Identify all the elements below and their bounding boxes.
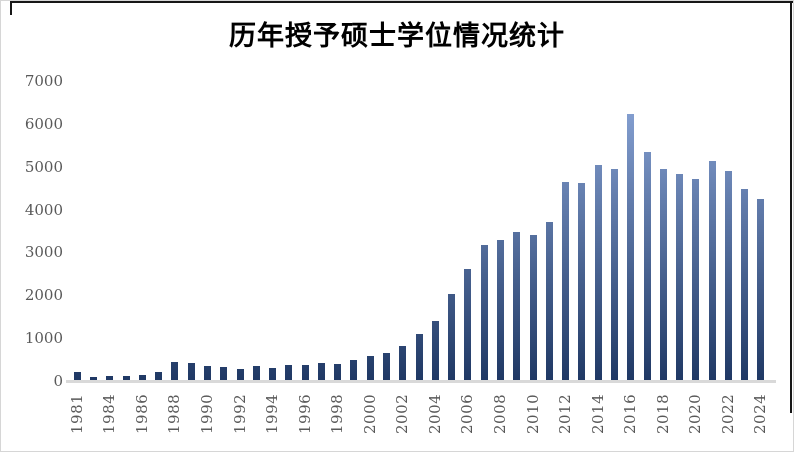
y-axis-tick-label: 0 — [53, 372, 63, 390]
bar-2012 — [562, 181, 570, 381]
x-axis-tick-label: 2020 — [686, 393, 705, 434]
bar-1992 — [236, 368, 244, 381]
bar-2006 — [464, 268, 472, 381]
bar-2005 — [448, 294, 456, 381]
bar-1985 — [122, 376, 130, 381]
bar-1995 — [285, 365, 293, 381]
chart-border-right — [790, 1, 792, 413]
bar-1991 — [220, 366, 228, 381]
x-axis-tick-label: 1984 — [100, 393, 119, 434]
bar-1986 — [138, 375, 146, 381]
bar-1999 — [350, 360, 358, 381]
bar-2022 — [724, 171, 732, 381]
bar-1993 — [252, 365, 260, 381]
bar-2001 — [383, 352, 391, 381]
y-axis-tick-label: 6000 — [24, 114, 63, 133]
bar-2020 — [692, 179, 700, 381]
x-axis-tick-label: 2022 — [718, 393, 737, 434]
x-axis-tick-label: 2008 — [490, 393, 509, 434]
bar-1998 — [334, 363, 342, 381]
bar-1997 — [317, 362, 325, 381]
bar-2018 — [659, 168, 667, 381]
chart-border-top — [10, 1, 793, 3]
x-axis-tick-label: 2012 — [556, 393, 575, 434]
bar-2016 — [627, 114, 635, 381]
x-axis-tick-label: 1998 — [328, 393, 347, 434]
bar-1984 — [106, 375, 114, 381]
bar-1990 — [203, 366, 211, 381]
bar-1987 — [155, 372, 163, 381]
bar-1982 — [89, 377, 97, 381]
bar-2019 — [676, 173, 684, 381]
x-axis-tick-label: 1988 — [165, 393, 184, 434]
bar-1988 — [171, 361, 179, 381]
x-axis-tick-label: 2004 — [425, 393, 444, 434]
y-axis-tick-label: 7000 — [24, 72, 63, 90]
x-axis-tick-label: 1996 — [295, 393, 314, 434]
x-axis-tick-label: 2000 — [360, 393, 379, 434]
chart-border-left-tick — [10, 1, 12, 15]
bar-1989 — [187, 363, 195, 381]
bar-1981 — [73, 372, 81, 381]
x-axis-tick-label: 2002 — [393, 393, 412, 434]
bar-2015 — [610, 169, 618, 381]
bar-1994 — [269, 367, 277, 381]
x-axis-tick-label: 1992 — [230, 393, 249, 434]
x-axis-tick-label: 1994 — [263, 393, 282, 434]
y-axis-tick-label: 2000 — [24, 286, 63, 305]
bar-2000 — [366, 355, 374, 381]
x-axis-tick-label: 2024 — [751, 393, 770, 434]
bar-2024 — [757, 199, 765, 381]
bar-1996 — [301, 364, 309, 381]
y-axis-tick-label: 3000 — [24, 243, 63, 262]
bar-2011 — [545, 222, 553, 381]
bar-2010 — [529, 235, 537, 381]
bar-2002 — [399, 346, 407, 381]
y-axis-tick-label: 1000 — [24, 329, 63, 348]
x-axis-tick-label: 1981 — [67, 393, 86, 434]
x-axis-tick-label: 1986 — [132, 393, 151, 434]
bar-2023 — [741, 189, 749, 381]
bar-2003 — [415, 334, 423, 381]
y-axis-tick-label: 5000 — [24, 157, 63, 176]
y-axis-tick-label: 4000 — [24, 200, 63, 219]
x-axis-tick-label: 2016 — [621, 393, 640, 434]
bar-2009 — [513, 231, 521, 381]
x-axis-line — [66, 380, 776, 383]
x-axis-tick-label: 2010 — [523, 393, 542, 434]
bar-2014 — [594, 164, 602, 381]
bar-2008 — [496, 240, 504, 381]
bar-2007 — [480, 245, 488, 381]
bar-2013 — [578, 183, 586, 381]
bar-2017 — [643, 151, 651, 381]
x-axis-tick-label: 2014 — [588, 393, 607, 434]
bar-2021 — [708, 161, 716, 381]
x-axis-tick-label: 1990 — [197, 393, 216, 434]
x-axis-tick-label: 2018 — [653, 393, 672, 434]
bar-2004 — [431, 321, 439, 381]
chart-title: 历年授予硕士学位情况统计 — [229, 21, 565, 52]
x-axis-tick-label: 2006 — [458, 393, 477, 434]
